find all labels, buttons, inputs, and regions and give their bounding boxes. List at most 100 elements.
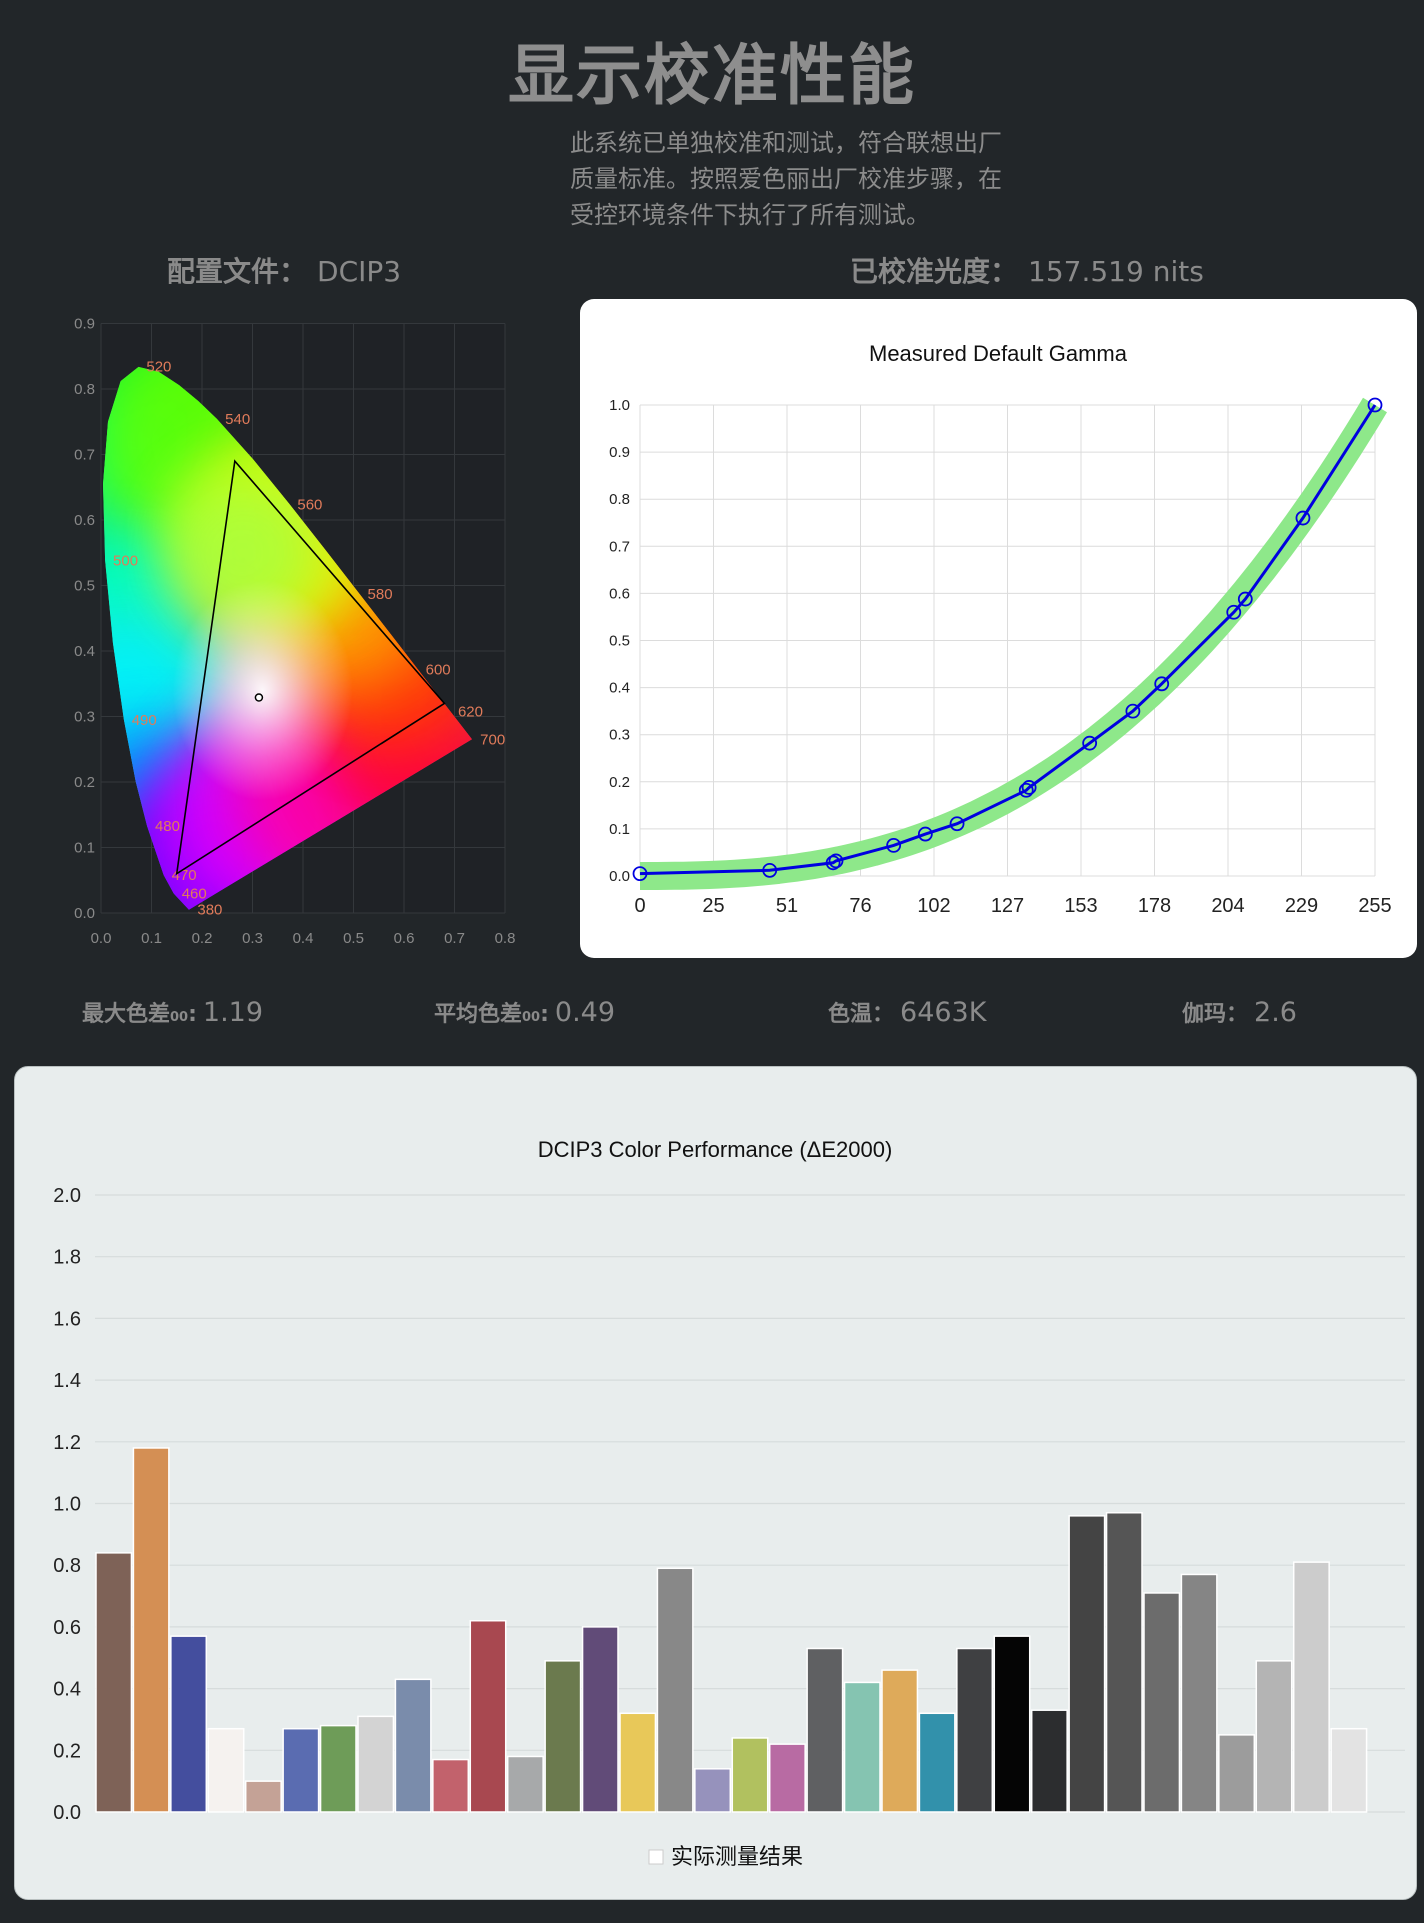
gamma-chart: Measured Default Gamma 0 25 51 76 102 127 153 1… — [609, 341, 1392, 917]
cie-x-tick: 0.7 — [444, 930, 465, 947]
legend-swatch[interactable] — [648, 1849, 664, 1865]
brightness-label: 已校准光度： — [850, 255, 1019, 288]
de-bar[interactable] — [1180, 1573, 1218, 1813]
de-bar[interactable] — [918, 1712, 956, 1813]
de-bar[interactable] — [170, 1635, 208, 1813]
de-bar[interactable] — [1330, 1727, 1368, 1813]
cct-label: 色温： — [828, 1002, 895, 1027]
delta-e-card: DCIP3 Color Performance (ΔE2000) 0.0 0.2 0… — [14, 1066, 1417, 1900]
legend-label[interactable]: 实际测量结果 — [671, 1844, 803, 1869]
cie-y-tick: 0.6 — [74, 512, 95, 529]
cie-y-tick: 0.9 — [74, 316, 95, 333]
cie-wavelength-label: 580 — [368, 586, 393, 603]
de-bar[interactable] — [319, 1724, 357, 1813]
cie-x-tick: 0.3 — [242, 930, 263, 947]
de-bar[interactable] — [1143, 1592, 1181, 1813]
de-bar[interactable] — [544, 1660, 582, 1813]
de-y-tick: 2.0 — [53, 1185, 81, 1207]
max-de-value: 1.19 — [202, 997, 264, 1028]
de-y-tick: 0.6 — [53, 1617, 81, 1639]
cct-value: 6463K — [900, 997, 987, 1028]
page-description: 此系统已单独校准和测试，符合联想出厂质量标准。按照爱色丽出厂校准步骤，在受控环境… — [570, 129, 1002, 229]
profile-label: 配置文件： — [167, 255, 308, 288]
de-bar[interactable] — [881, 1669, 919, 1813]
gamma-y-tick: 0.9 — [609, 444, 630, 461]
gamma-point — [1082, 735, 1098, 751]
cie-chromaticity-chart: 0.0 0.1 0.2 0.3 0.4 0.5 0.6 0.7 0.8 0.0 0.1 0.2 0.3 0… — [74, 316, 515, 948]
de-bar[interactable] — [843, 1681, 881, 1813]
gamma-x-tick: 76 — [849, 895, 871, 917]
de-bar[interactable] — [1030, 1709, 1068, 1813]
cie-y-tick: 0.4 — [74, 643, 95, 660]
gamma-point — [886, 837, 902, 853]
gamma-value: 2.6 — [1254, 997, 1297, 1028]
cie-white-point — [254, 693, 264, 702]
de-bar[interactable] — [207, 1727, 245, 1813]
gamma-y-tick: 1.0 — [609, 397, 630, 414]
delta-e-chart: DCIP3 Color Performance (ΔE2000) 0.0 0.2 0… — [53, 1137, 1405, 1869]
de-y-tick: 1.2 — [53, 1432, 81, 1454]
de-bar[interactable] — [469, 1619, 507, 1813]
gamma-point — [1018, 782, 1034, 798]
gamma-point — [1154, 676, 1170, 692]
de-bar[interactable] — [432, 1758, 470, 1813]
cie-wavelength-label: 480 — [155, 818, 180, 835]
de-bar[interactable] — [806, 1647, 844, 1813]
page-title: 显示校准性能 — [508, 37, 916, 114]
gamma-label: 伽玛： — [1182, 1002, 1249, 1027]
gamma-y-tick: 0.7 — [609, 538, 630, 555]
cie-y-tick: 0.2 — [74, 774, 95, 791]
gamma-y-tick: 0.4 — [609, 680, 630, 697]
cie-wavelength-label: 600 — [426, 661, 451, 678]
gamma-x-tick: 25 — [702, 895, 724, 917]
delta-e-chart-title: DCIP3 Color Performance (ΔE2000) — [538, 1137, 893, 1162]
de-bar[interactable] — [394, 1678, 432, 1813]
gamma-y-tick: 0.6 — [609, 585, 630, 602]
gamma-point — [1125, 703, 1141, 719]
stat-max-de: 最大色差00: 1.19 — [82, 996, 263, 1028]
cie-x-tick: 0.5 — [343, 930, 364, 947]
cie-wavelength-label: 520 — [146, 359, 171, 376]
de-bar[interactable] — [244, 1780, 282, 1813]
profile-value: DCIP3 — [317, 255, 402, 288]
de-bar[interactable] — [619, 1712, 657, 1813]
avg-de-value: 0.49 — [554, 997, 616, 1028]
cie-x-tick: 0.8 — [495, 930, 515, 947]
de-y-tick: 0.2 — [53, 1740, 81, 1762]
stat-cct: 色温： 6463K — [828, 996, 986, 1028]
de-bar[interactable] — [1292, 1561, 1330, 1813]
gamma-x-tick: 229 — [1285, 895, 1318, 917]
de-bar[interactable] — [993, 1635, 1031, 1813]
de-bar[interactable] — [357, 1715, 395, 1813]
de-bar[interactable] — [506, 1755, 544, 1813]
cie-y-tick: 0.0 — [74, 905, 95, 922]
cie-wavelength-label: 560 — [297, 496, 322, 513]
cie-wavelength-label: 620 — [458, 703, 483, 720]
cie-x-tick: 0.2 — [192, 930, 213, 947]
de-bar[interactable] — [1255, 1660, 1293, 1813]
gamma-y-tick: 0.3 — [609, 727, 630, 744]
de-bar[interactable] — [656, 1567, 694, 1813]
de-bar[interactable] — [581, 1626, 619, 1813]
cie-white-glow — [172, 580, 353, 801]
gamma-chart-title: Measured Default Gamma — [869, 341, 1128, 366]
stat-avg-de: 平均色差00: 0.49 — [434, 996, 615, 1028]
gamma-x-tick: 255 — [1358, 895, 1391, 917]
cie-y-tick: 0.3 — [74, 709, 95, 726]
gamma-x-tick: 204 — [1211, 895, 1244, 917]
de-bar[interactable] — [1218, 1734, 1256, 1813]
profile-info: 配置文件： DCIP3 — [167, 250, 401, 290]
de-y-tick: 0.8 — [53, 1555, 81, 1577]
de-bar[interactable] — [1105, 1512, 1143, 1813]
de-bar[interactable] — [1068, 1515, 1106, 1813]
de-bar[interactable] — [282, 1727, 320, 1813]
de-bar[interactable] — [694, 1768, 732, 1813]
cie-y-tick: 0.1 — [74, 840, 95, 857]
de-bar[interactable] — [731, 1737, 769, 1813]
de-bar[interactable] — [768, 1743, 806, 1813]
de-bar[interactable] — [95, 1552, 133, 1813]
gamma-point — [1295, 510, 1311, 526]
gamma-card: Measured Default Gamma 0 25 51 76 102 127 153 1… — [580, 299, 1417, 958]
de-bar[interactable] — [132, 1447, 170, 1813]
de-bar[interactable] — [956, 1647, 994, 1813]
